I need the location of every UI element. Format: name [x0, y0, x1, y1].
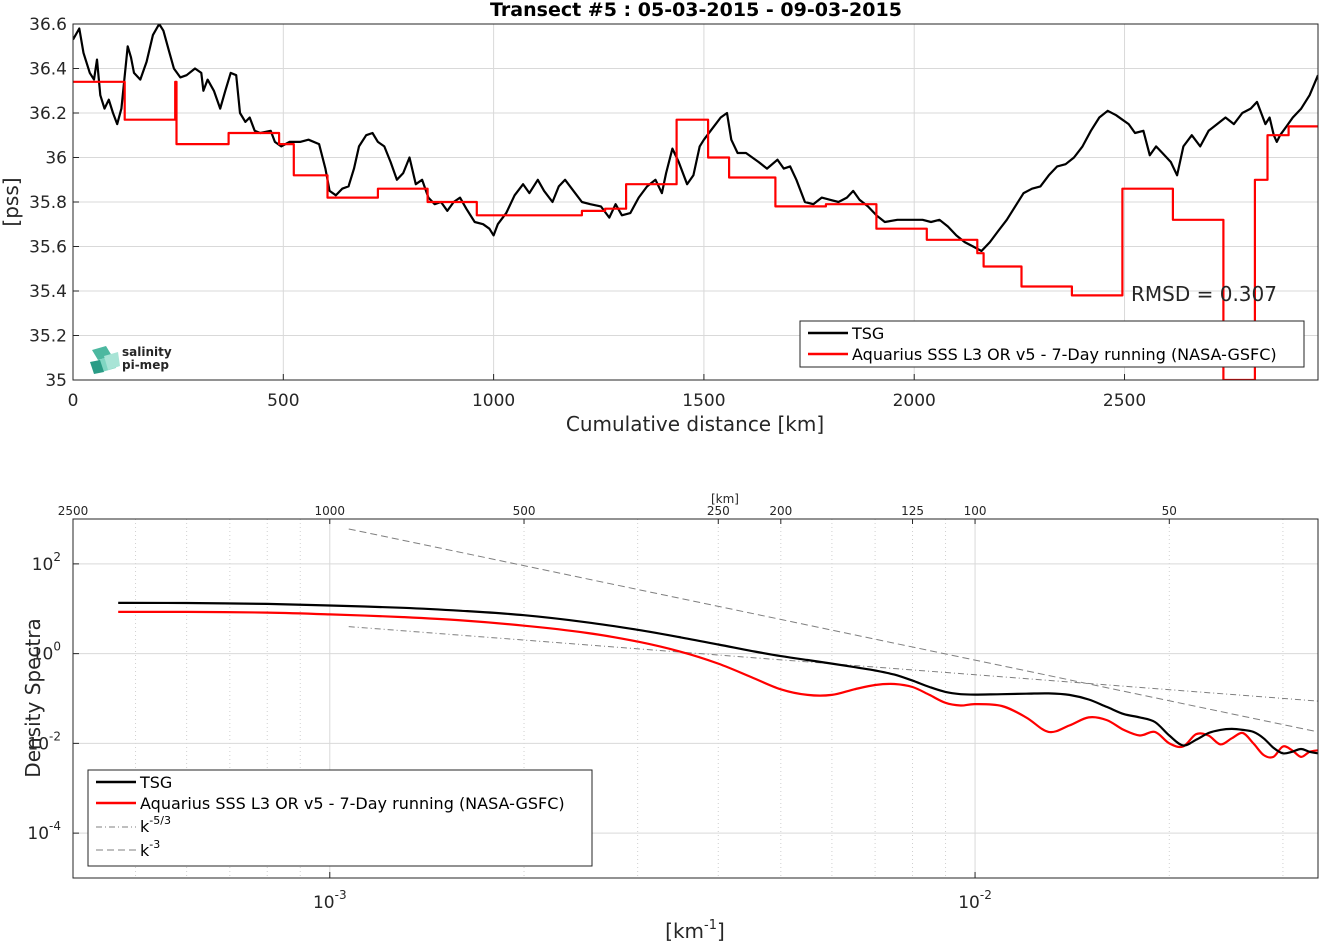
- bottom-x-tick-label-3: 10-3: [313, 888, 347, 913]
- top-x-axis-label: Cumulative distance [km]: [566, 412, 824, 436]
- bottom-series-line-tsg: [118, 601, 1318, 755]
- top-x-tick-label-2500: 2500: [1103, 391, 1146, 411]
- top-series-line-aquarius-sss-l3-or-v5-7-day-running-nasa-gsfc: [73, 80, 1318, 380]
- top-legend-box: [799, 320, 1305, 368]
- top-km-tick-label-100: 100: [964, 504, 987, 518]
- top-y-tick-label-36: 36: [45, 149, 67, 169]
- bottom-axis-ticks: 10-4 10-2 100 102 10-3 10-2 2500 1000 500 250 200 1…: [27, 504, 1177, 913]
- bottom-series-group: [118, 528, 1318, 759]
- salinity-pimep-logo: salinity pi-mep: [90, 345, 172, 374]
- top-y-tick-label-35-4: 35.4: [29, 282, 67, 302]
- top-chart-title: Transect #5 : 05-03-2015 - 09-03-2015: [490, 0, 902, 21]
- bottom-legend-box: [87, 769, 593, 867]
- rmsd-annotation: RMSD = 0.307: [1131, 282, 1277, 306]
- logo-text-pimep: pi-mep: [122, 358, 169, 372]
- top-y-tick-label-36-4: 36.4: [29, 60, 67, 80]
- bottom-plot-frame: [72, 518, 1319, 879]
- top-x-tick-label-2000: 2000: [893, 391, 936, 411]
- top-y-tick-label-35-2: 35.2: [29, 327, 67, 347]
- top-y-tick-label-35: 35: [45, 371, 67, 391]
- top-x-tick-label-500: 500: [267, 391, 299, 411]
- top-x-tick-label-0: 0: [68, 391, 79, 411]
- top-series-line-tsg: [73, 24, 1318, 253]
- top-y-tick-label-36-6: 36.6: [29, 15, 67, 35]
- bottom-y-axis-label: Density Spectra: [21, 618, 45, 777]
- top-series-group: [73, 24, 1318, 380]
- bottom-legend-label-k53: k-5/3: [140, 814, 171, 836]
- bottom-legend-label-aquarius: Aquarius SSS L3 OR v5 - 7-Day running (N…: [140, 794, 565, 813]
- logo-text-salinity: salinity: [122, 345, 172, 359]
- bottom-x-axis-label: [km-1]: [665, 918, 725, 942]
- top-x-tick-label-1000: 1000: [472, 391, 515, 411]
- bottom-y-tick-label-2: 10-2: [27, 729, 61, 754]
- top-panel: Transect #5 : 05-03-2015 - 09-03-2015 0 5…: [0, 0, 1319, 436]
- top-y-tick-label-35-6: 35.6: [29, 238, 67, 258]
- top-legend-label-tsg: TSG: [851, 324, 884, 343]
- top-legend: TSG Aquarius SSS L3 OR v5 - 7-Day runnin…: [799, 320, 1305, 368]
- top-y-tick-label-36-2: 36.2: [29, 104, 67, 124]
- bottom-x-tick-label-2: 10-2: [958, 888, 992, 913]
- bottom-panel: 10-4 10-2 100 102 10-3 10-2 2500 1000 500 250 200 1…: [21, 492, 1319, 942]
- top-km-tick-label-250: 250: [707, 504, 730, 518]
- bottom-y-tick-label-4: 10-4: [27, 819, 61, 844]
- top-legend-label-aquarius: Aquarius SSS L3 OR v5 - 7-Day running (N…: [852, 345, 1277, 364]
- bottom-series-line-aquarius-sss-l3-or-v5-7-day-running-nasa-gsfc: [118, 610, 1318, 759]
- bottom-legend: TSG Aquarius SSS L3 OR v5 - 7-Day runnin…: [87, 769, 593, 867]
- top-km-tick-label-200: 200: [769, 504, 792, 518]
- top-km-tick-label-2500: 2500: [58, 504, 89, 518]
- bottom-y-tick-label-2: 102: [32, 550, 61, 575]
- bottom-ref-line-k-3: [348, 528, 1318, 733]
- bottom-y-tick-label-0: 100: [32, 640, 61, 665]
- top-km-tick-label-500: 500: [513, 504, 536, 518]
- top-y-tick-label-35-8: 35.8: [29, 193, 67, 213]
- top-km-tick-label-1000: 1000: [315, 504, 346, 518]
- bottom-legend-label-tsg: TSG: [139, 773, 172, 792]
- bottom-legend-label-k3: k-3: [140, 838, 160, 860]
- top-km-tick-label-125: 125: [901, 504, 924, 518]
- top-axis-ticks: 0 500 1000 1500 2000 2500 35 35.2 35.4 35.6 35.8 36…: [29, 15, 1146, 411]
- logo-mark-icon: [90, 346, 120, 374]
- top-km-tick-label-50: 50: [1162, 504, 1177, 518]
- top-y-axis-label: [pss]: [0, 177, 23, 226]
- top-x-tick-label-1500: 1500: [682, 391, 725, 411]
- top-axis-unit-label: [km]: [711, 492, 739, 506]
